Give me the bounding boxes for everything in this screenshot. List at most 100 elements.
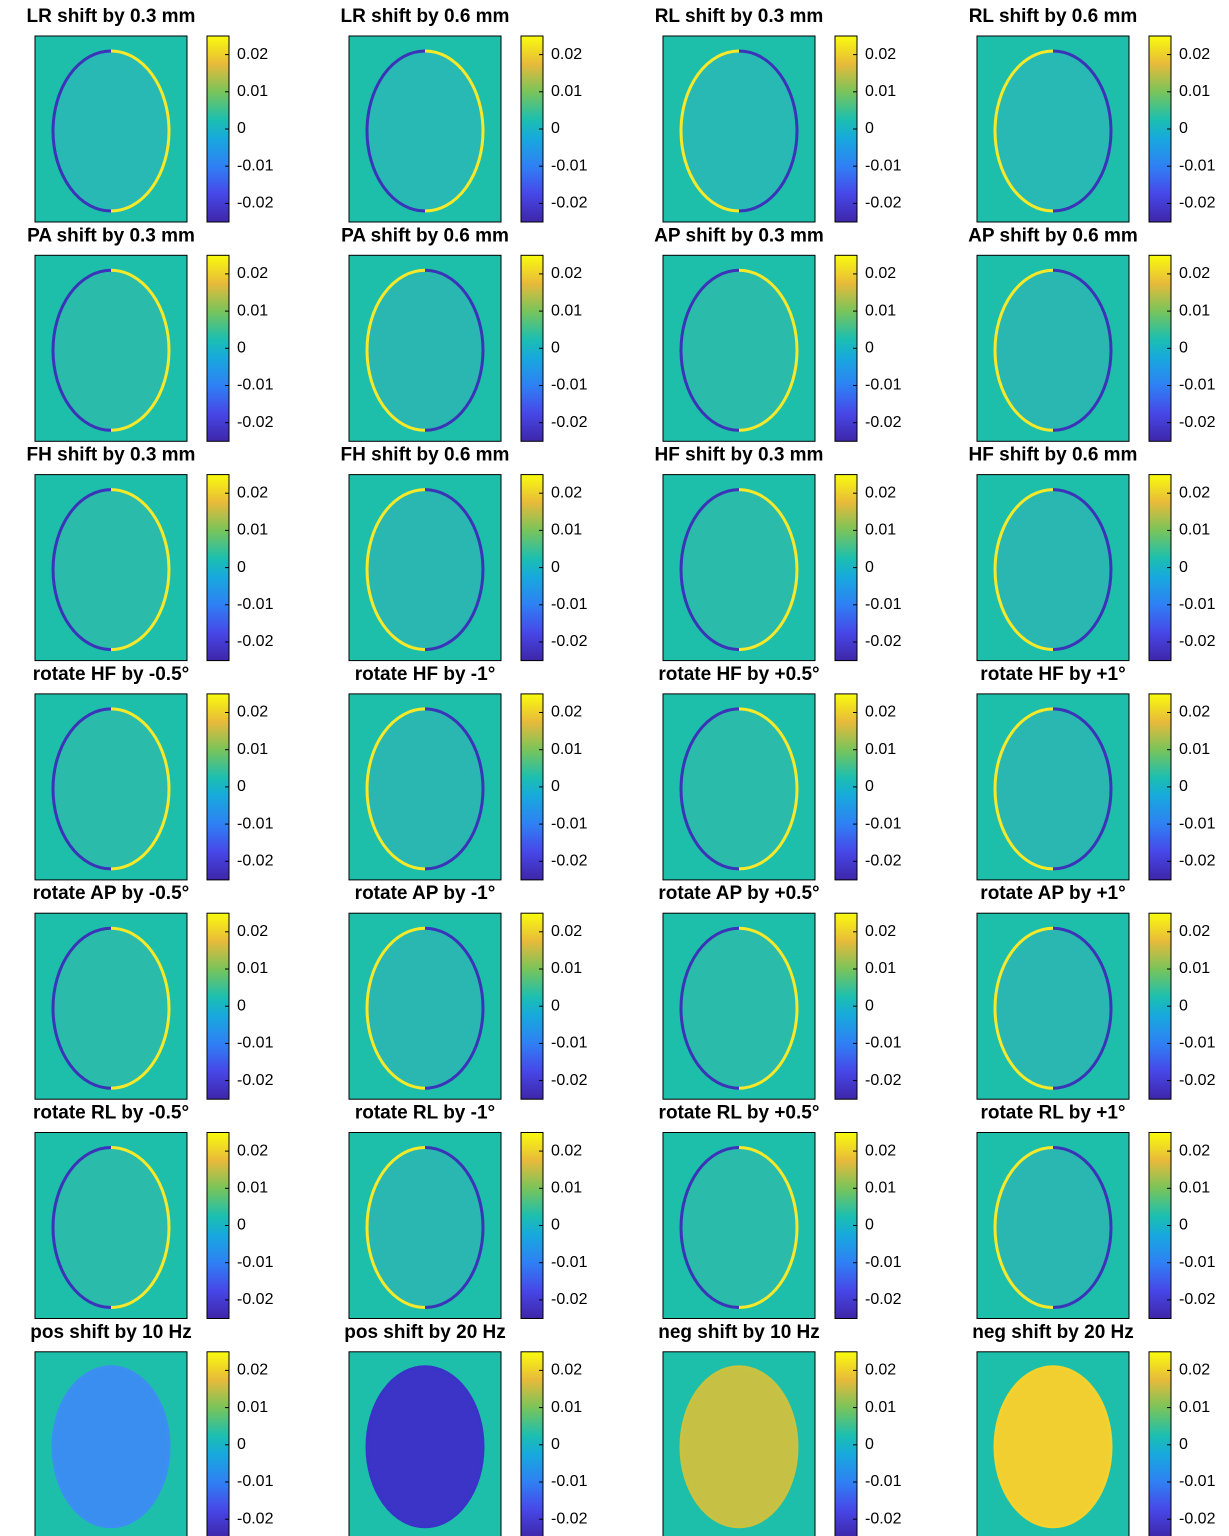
colorbar-tick-label: 0 (551, 120, 560, 137)
panel-title: AP shift by 0.6 mm (968, 225, 1138, 246)
brain-edge-left (679, 268, 740, 432)
colorbar-tick-label: 0.02 (865, 265, 896, 282)
brain (995, 489, 1111, 650)
colorbar-tick-label: 0.01 (1179, 1180, 1210, 1197)
panel: rotate RL by +1° 0.02 0.01 0 -0.01 -0.02 (976, 1103, 1216, 1319)
panel: rotate AP by +1° 0.02 0.01 0 -0.01 -0.02 (976, 883, 1216, 1100)
colorbar-tick-label: 0.02 (1179, 1362, 1210, 1379)
brain (995, 1147, 1111, 1308)
brain-edge-right (738, 1146, 799, 1309)
brain (53, 270, 169, 431)
brain-edge-right (738, 1365, 799, 1529)
colorbar-tick-label: 0.01 (865, 741, 896, 758)
colorbar-tick-label: 0.01 (237, 1180, 268, 1197)
panel: rotate AP by -0.5° 0.02 0.01 0 -0.01 -0.02 (33, 883, 274, 1100)
colorbar-tick-label: -0.02 (551, 1291, 588, 1308)
colorbar-tick-label: 0.02 (237, 923, 268, 940)
colorbar-tick-label: 0.02 (237, 265, 268, 282)
brain-edge-left (365, 1146, 426, 1309)
colorbar-tick-label: 0.02 (865, 1142, 896, 1159)
brain-edge-right (424, 488, 485, 652)
brain-edge-left (679, 1365, 740, 1529)
panel-title: FH shift by 0.3 mm (27, 445, 196, 466)
panel-title: rotate HF by +0.5° (658, 664, 819, 685)
brain (995, 928, 1111, 1089)
brain-edge-left (365, 926, 426, 1090)
colorbar-tick-label: -0.02 (551, 414, 588, 431)
colorbar-tick-label: -0.02 (237, 1510, 274, 1527)
colorbar-tick-label: 0 (865, 997, 874, 1014)
brain-edge-left (993, 49, 1054, 213)
colorbar-tick-label: 0.01 (551, 522, 582, 539)
panel-title: neg shift by 10 Hz (658, 1322, 820, 1343)
colorbar-tick-label: 0.02 (551, 265, 582, 282)
colorbar-tick-label: 0.02 (551, 704, 582, 721)
panel-title: LR shift by 0.6 mm (341, 6, 510, 27)
brain-edge-right (1052, 1146, 1113, 1309)
colorbar-tick-label: -0.02 (237, 414, 274, 431)
colorbar-tick-label: 0.02 (865, 704, 896, 721)
colorbar-tick-label: 0.01 (551, 1180, 582, 1197)
brain-edge-right (738, 488, 799, 652)
brain-edge-left (993, 1146, 1054, 1309)
colorbar (834, 1351, 858, 1536)
colorbar-tick-label: -0.02 (865, 1510, 902, 1527)
panel-title: rotate RL by -1° (355, 1103, 495, 1124)
panel: rotate HF by +1° 0.02 0.01 0 -0.01 -0.02 (976, 664, 1216, 881)
colorbar-tick-label: 0 (551, 559, 560, 576)
colorbar-tick-label: -0.01 (1179, 1254, 1216, 1271)
brain-edge-left (365, 49, 426, 213)
panel-title: AP shift by 0.3 mm (654, 225, 824, 246)
panel: HF shift by 0.6 mm 0.02 0.01 0 -0.01 -0.02 (969, 445, 1216, 662)
brain-edge-right (424, 268, 485, 432)
panel-title: HF shift by 0.6 mm (969, 445, 1138, 466)
brain (367, 928, 483, 1089)
colorbar-tick-label: -0.01 (1179, 1035, 1216, 1052)
brain (681, 928, 797, 1089)
colorbar-tick-label: 0.02 (551, 484, 582, 501)
colorbar-tick-label: -0.01 (865, 1035, 902, 1052)
brain (367, 270, 483, 431)
colorbar-tick-label: 0.01 (237, 302, 268, 319)
panel-title: PA shift by 0.6 mm (341, 225, 509, 246)
colorbar-tick-label: -0.01 (237, 1254, 274, 1271)
colorbar-tick-label: 0.01 (865, 1180, 896, 1197)
brain-edge-right (110, 1146, 171, 1309)
brain-edge-right (424, 49, 485, 213)
brain-edge-left (679, 49, 740, 213)
colorbar (520, 1351, 544, 1536)
panel: pos shift by 20 Hz 0.02 0.01 0 -0.01 -0.02 (344, 1322, 588, 1536)
panel-title: FH shift by 0.6 mm (341, 445, 510, 466)
colorbar-tick-label: 0.01 (865, 302, 896, 319)
colorbar-tick-label: -0.02 (551, 853, 588, 870)
colorbar-tick-label: -0.02 (237, 853, 274, 870)
colorbar-tick-label: -0.01 (865, 377, 902, 394)
brain-edge-right (110, 926, 171, 1090)
colorbar-tick-label: -0.02 (1179, 1291, 1216, 1308)
colorbar-tick-label: -0.01 (1179, 377, 1216, 394)
brain-edge-left (51, 49, 112, 213)
colorbar-tick-label: 0 (1179, 997, 1188, 1014)
brain (367, 708, 483, 869)
colorbar-tick-label: 0 (1179, 559, 1188, 576)
brain (995, 1366, 1111, 1527)
brain (681, 270, 797, 431)
colorbar-tick-label: -0.02 (1179, 1072, 1216, 1089)
brain (367, 1366, 483, 1527)
colorbar-tick-label: -0.02 (1179, 414, 1216, 431)
colorbar-tick-label: -0.02 (237, 1291, 274, 1308)
colorbar-tick-label: 0.01 (237, 960, 268, 977)
colorbar-tick-label: -0.02 (237, 1072, 274, 1089)
panel-title: rotate HF by -1° (355, 664, 496, 685)
colorbar-tick-label: -0.02 (1179, 195, 1216, 212)
colorbar-tick-label: -0.01 (551, 157, 588, 174)
panel: HF shift by 0.3 mm 0.02 0.01 0 -0.01 -0.02 (655, 445, 902, 662)
panel: LR shift by 0.6 mm 0.02 0.01 0 -0.01 -0.02 (341, 6, 588, 223)
colorbar-tick-label: -0.02 (1179, 853, 1216, 870)
colorbar (206, 1351, 230, 1536)
panel-title: rotate HF by +1° (980, 664, 1125, 685)
colorbar-tick-label: 0 (237, 1217, 246, 1234)
brain-edge-left (51, 1365, 112, 1529)
panel: rotate HF by +0.5° 0.02 0.01 0 -0.01 -0.02 (658, 664, 902, 881)
colorbar-tick-label: -0.01 (865, 157, 902, 174)
